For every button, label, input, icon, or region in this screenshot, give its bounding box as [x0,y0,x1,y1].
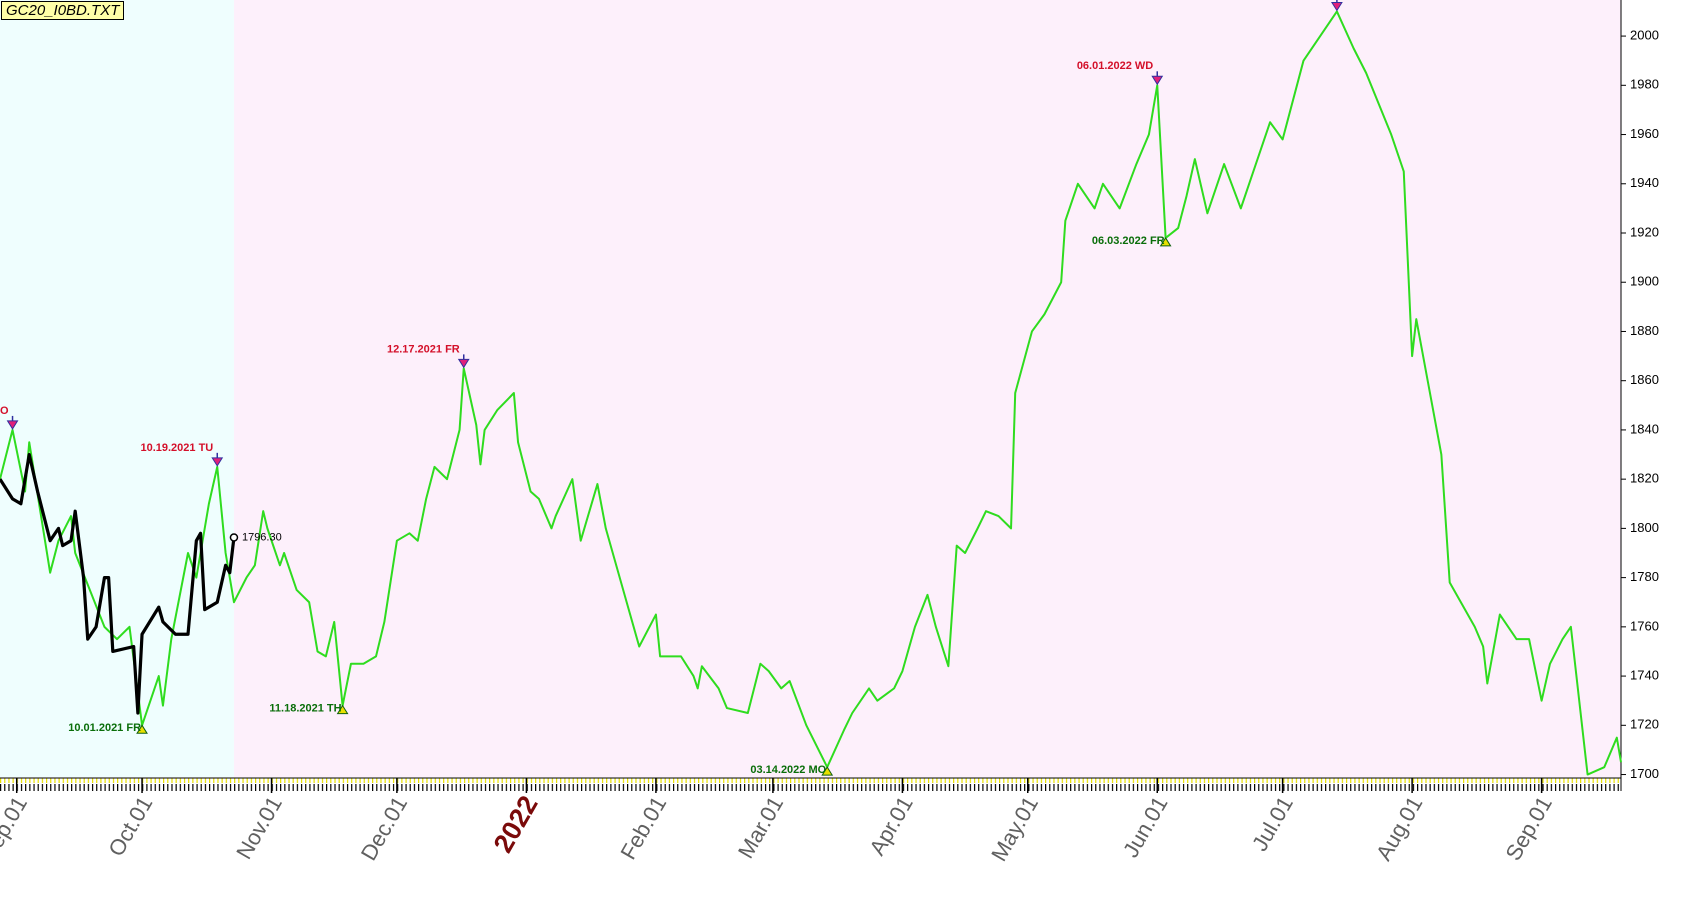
x-tick-label: Jun.01 [1118,792,1173,862]
x-tick-label: 2022 [488,791,544,858]
y-tick-label: 1980 [1630,77,1659,92]
low-arrow [821,766,834,776]
y-tick-label: 1880 [1630,323,1659,338]
last-price-marker [229,533,239,542]
low-arrow [1159,236,1172,247]
high-label: 10.19.2021 TU [140,442,213,454]
y-tick-label: 2000 [1630,28,1659,43]
x-tick-label: Sep.01 [1500,792,1557,865]
high-arrow [1331,1,1343,12]
x-tick-label: Oct.01 [103,792,157,861]
chart-title: GC20_I0BD.TXT [1,1,125,20]
low-label: 10.01.2021 FR [68,722,141,734]
y-tick-label: 1820 [1630,471,1659,486]
y-tick-label: 1740 [1630,668,1659,683]
x-axis-ruler [0,778,1621,791]
y-tick-label: 1960 [1630,126,1659,141]
last-price-label: 1796.30 [242,531,282,543]
x-tick-label: Apr.01 [864,792,917,860]
x-tick-label: Jul.01 [1247,792,1298,855]
price-line [0,10,1622,776]
x-tick-label: Feb.01 [615,792,671,864]
low-label: 03.14.2022 MO [750,764,826,776]
high-label: O [0,405,9,417]
y-tick-label: 1760 [1630,618,1659,633]
y-tick-label: 1920 [1630,224,1659,239]
y-tick-label: 1780 [1630,569,1659,584]
y-tick-label: 1840 [1630,421,1659,436]
forecast-background [233,0,1622,777]
x-tick-label: Aug.01 [1371,792,1428,865]
history-background [0,0,234,777]
y-tick-label: 1860 [1630,372,1659,387]
low-label: 06.03.2022 FR [1092,235,1165,247]
price-line [0,452,236,715]
high-label: 06.01.2022 WD [1077,60,1153,72]
x-tick-label: Dec.01 [356,792,413,865]
high-arrow [1151,75,1164,86]
high-label: 12.17.2021 FR [387,343,460,355]
y-tick-label: 1700 [1630,766,1659,781]
y-tick-label: 1720 [1630,717,1659,732]
x-tick-label: Nov.01 [231,792,287,863]
x-tick-label: May.01 [986,792,1043,866]
y-tick-label: 1800 [1630,520,1659,535]
x-tick-label: Mar.01 [733,792,788,863]
high-arrow [211,457,224,467]
x-tick-label: Sep.01 [0,792,32,865]
high-arrow [457,358,470,369]
background [0,0,1622,777]
low-arrow [136,724,148,734]
y-tick-label: 1900 [1630,274,1659,289]
low-arrow [336,704,349,715]
y-tick-label: 1940 [1630,175,1659,190]
low-label: 11.18.2021 TH [269,703,341,715]
high-arrow [6,420,19,430]
